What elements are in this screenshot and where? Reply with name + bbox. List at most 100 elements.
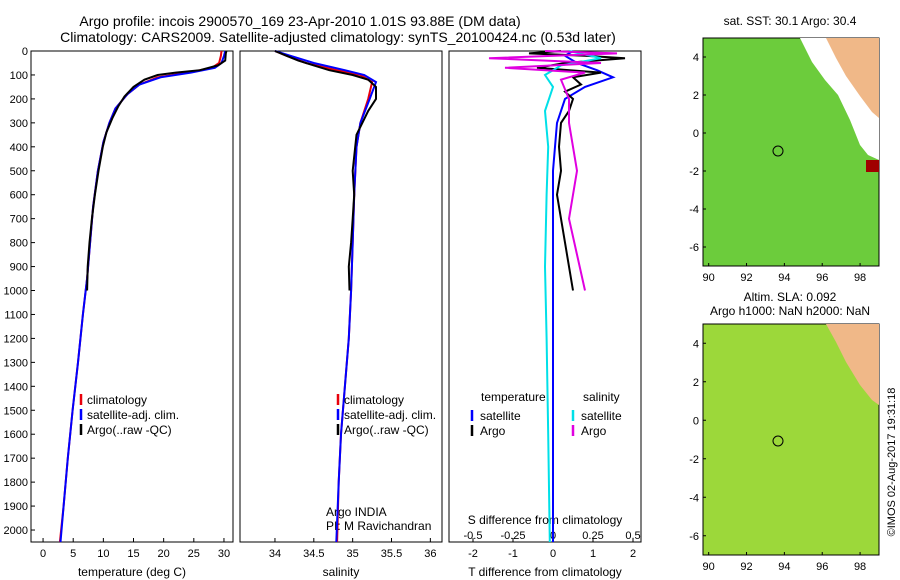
sst-map: sat. SST: 30.1 Argo: 30.4 [702,14,880,267]
salinity-plot-frame [239,50,443,543]
difference-line-argo [528,50,626,291]
sla-map-lat-tick-label: 0 [693,415,699,427]
sst-map-lon-tick-label: 98 [854,272,866,284]
difference-x-tick-label: 2 [630,548,636,560]
difference-x-tick-label: 0 [550,548,556,560]
salinity-x-tick-label: 35 [347,548,359,560]
temperature-x-tick-label: 15 [127,548,139,560]
temperature-x-tick-label: 0 [40,548,46,560]
sst-map-lat-tick-label: 2 [693,90,699,102]
depth-tick-label: 1800 [4,477,28,489]
difference-top-axis-label: S difference from climatology [468,513,623,527]
depth-tick-label: 1700 [4,453,28,465]
sla-map-lon-tick-label: 90 [703,561,715,573]
sla-map-lat-tick-label: 4 [693,338,699,350]
depth-tick-label: 1200 [4,333,28,345]
difference-x-tick-label: -1 [508,548,518,560]
salinity-x-axis-label: salinity [323,565,360,579]
sst-map-lon-tick-label: 96 [816,272,828,284]
difference-legend-label: Argo [480,424,506,438]
sst-map-lat-tick-label: -2 [689,166,699,178]
salinity-legend-label: climatology [344,393,404,407]
sla-map-land [826,324,879,405]
difference-legend-label: satellite [581,409,622,423]
temperature-x-tick-label: 25 [188,548,200,560]
temperature-x-tick-label: 20 [158,548,170,560]
salinity-x-tick-label: 35.5 [381,548,402,560]
sst-map-lat-tick-label: -4 [689,204,699,216]
temperature-x-tick-label: 5 [70,548,76,560]
depth-tick-label: 700 [10,214,28,226]
sst-map-lon-tick-label: 92 [740,272,752,284]
temperature-x-tick-label: 30 [218,548,230,560]
difference-top-tick-label: 0.5 [625,530,640,542]
sla-map-title-line-1: Altim. SLA: 0.092 [744,290,837,304]
sla-map: Altim. SLA: 0.092 Argo h1000: NaN h2000:… [702,290,880,556]
sla-map-lat-tick-label: -6 [689,531,699,543]
temperature-legend-label: climatology [87,393,147,407]
depth-tick-label: 2000 [4,525,28,537]
sst-map-title: sat. SST: 30.1 Argo: 30.4 [724,14,857,28]
depth-tick-label: 1100 [4,309,28,321]
title-line-1: Argo profile: incois 2900570_169 23-Apr-… [79,13,520,29]
series [58,50,626,543]
depth-tick-label: 600 [10,190,28,202]
sla-map-lon-tick-label: 92 [740,561,752,573]
depth-tick-label: 500 [10,166,28,178]
sst-map-lon-tick-label: 90 [703,272,715,284]
axes: 0100200300400500600700800900100011001200… [4,46,641,579]
depth-tick-label: 900 [10,262,28,274]
depth-tick-label: 800 [10,238,28,250]
sla-map-frame [702,323,880,556]
salinity-line-argo-raw-qc- [274,50,377,291]
sla-map-title-line-2: Argo h1000: NaN h2000: NaN [710,304,870,318]
depth-tick-label: 200 [10,94,28,106]
difference-x-axis-label: T difference from climatology [468,565,622,579]
difference-line-argo-salinity [488,50,618,291]
salinity-legend-label: Argo(..raw -QC) [344,423,429,437]
salinity-x-tick-label: 36 [424,548,436,560]
difference-top-tick-label: -0.25 [500,530,525,542]
temperature-line-satellite-adj-clim- [59,50,227,543]
depth-tick-label: 400 [10,142,28,154]
temperature-line-argo-raw-qc- [86,50,228,291]
difference-x-tick-label: 1 [590,548,596,560]
sst-map-lat-tick-label: -6 [689,242,699,254]
title-line-2: Climatology: CARS2009. Satellite-adjuste… [60,29,616,45]
sla-map-lat-tick-label: 2 [693,377,699,389]
depth-tick-label: 1900 [4,501,28,513]
sst-map-lat-tick-label: 4 [693,52,699,64]
sst-map-land [826,38,879,118]
depth-tick-label: 300 [10,118,28,130]
difference-top-tick-label: 0.25 [582,530,603,542]
sla-map-lat-tick-label: -4 [689,492,699,504]
sst-map-argo-location-marker [772,145,784,157]
difference-legend-label: satellite [480,409,521,423]
temperature-legend-label: satellite-adj. clim. [87,408,179,422]
sla-map-lon-tick-label: 94 [778,561,790,573]
temperature-x-axis-label: temperature (deg C) [78,565,186,579]
difference-top-tick-label: -0.5 [464,530,483,542]
depth-tick-label: 1500 [4,405,28,417]
depth-tick-label: 1000 [4,286,28,298]
temperature-x-tick-label: 10 [97,548,109,560]
salinity-annotation-line-1: Argo INDIA [326,505,387,519]
sst-map-hot-spot [866,160,879,172]
salinity-line-climatology [274,50,374,543]
salinity-x-tick-label: 34.5 [303,548,324,560]
map-axes: 90 92 94 96 98 4 2 0 -2 -4 -6 90 92 94 96 98 4 2 0 -2 -4 -6 [689,52,866,573]
sla-map-lon-tick-label: 98 [854,561,866,573]
salinity-annotation-line-2: PI: M Ravichandran [326,519,431,533]
difference-line-satellite [552,50,616,542]
sla-map-lon-tick-label: 96 [816,561,828,573]
difference-legend-label: Argo [581,424,607,438]
salinity-line-satellite-adj-clim- [274,50,378,543]
depth-tick-label: 0 [22,46,28,58]
sla-map-argo-location-marker [772,435,784,447]
credit-text: ©IMOS 02-Aug-2017 19:31:18 [886,388,898,537]
sla-map-lat-tick-label: -2 [689,454,699,466]
difference-x-tick-label: -2 [468,548,478,560]
depth-tick-label: 1300 [4,357,28,369]
